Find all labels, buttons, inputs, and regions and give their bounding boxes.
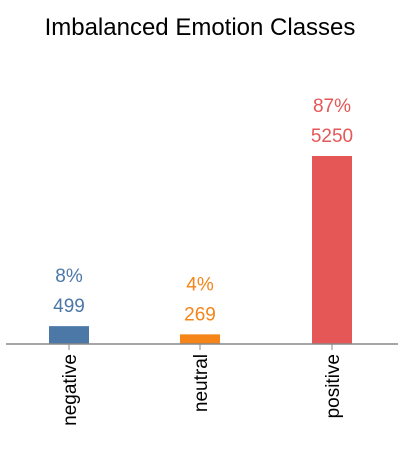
x-tick-label-neutral: neutral xyxy=(191,354,212,412)
x-tick-label-negative: negative xyxy=(60,354,81,426)
bar-positive xyxy=(312,156,352,344)
count-label-positive: 5250 xyxy=(311,126,353,147)
bars-layer xyxy=(49,156,352,344)
bar-neutral xyxy=(180,334,220,344)
percent-label-negative: 8% xyxy=(55,266,83,287)
x-ticks-layer: negative neutral positive xyxy=(60,344,344,426)
percent-label-neutral: 4% xyxy=(186,274,214,295)
count-label-negative: 499 xyxy=(53,296,85,317)
chart-title: Imbalanced Emotion Classes xyxy=(45,14,356,41)
percent-label-positive: 87% xyxy=(313,96,351,117)
bar-negative xyxy=(49,326,89,344)
x-tick-label-positive: positive xyxy=(323,354,344,418)
data-labels-layer: 8% 499 4% 269 87% 5250 xyxy=(53,96,353,325)
count-label-neutral: 269 xyxy=(184,304,216,325)
